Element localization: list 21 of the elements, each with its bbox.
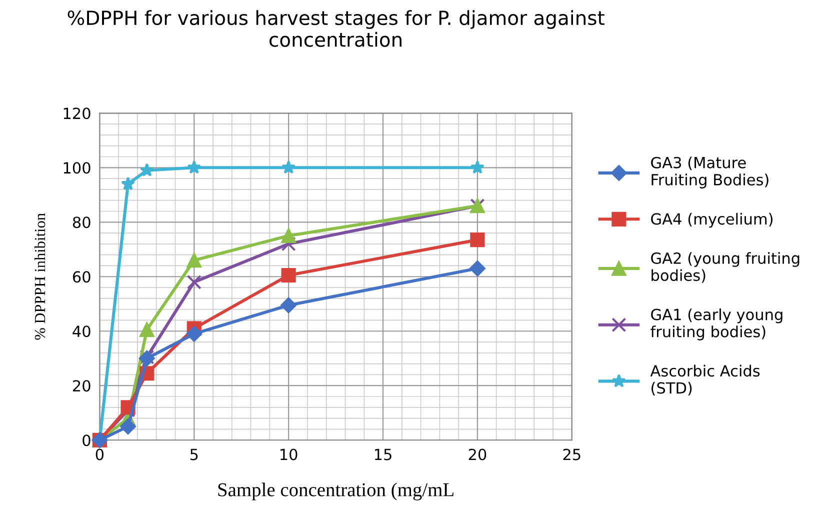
y-tick-label: 20	[73, 380, 90, 392]
legend-label: GA2 (young fruiting bodies)	[651, 252, 800, 283]
y-tick-label: 0	[82, 434, 90, 446]
y-tick-label: 80	[72, 216, 90, 228]
legend-label: GA4 (mycelium)	[651, 212, 772, 228]
y-tick-label: 120	[64, 108, 90, 120]
chart-title: %DPPH for various harvest stages for P. djamor against concentration	[68, 10, 604, 47]
x-axis-title: Sample concentration (mg/mL	[218, 482, 454, 500]
x-tick-label: 5	[190, 448, 198, 460]
y-axis-title: % DPPPH inhibition	[34, 213, 46, 340]
x-tick-label: 0	[96, 448, 104, 460]
x-tick-label: 10	[280, 448, 298, 460]
legend-label: GA3 (Mature Fruiting Bodies)	[651, 156, 768, 188]
y-tick-label: 100	[64, 162, 90, 174]
legend-label: GA1 (early young fruiting bodies)	[650, 308, 782, 340]
x-tick-label: 25	[563, 448, 580, 460]
y-tick-label: 60	[72, 271, 90, 283]
y-tick-label: 40	[72, 326, 90, 338]
x-tick-label: 20	[468, 448, 486, 460]
x-tick-label: 15	[374, 448, 392, 460]
legend-label: Ascorbic Acids (STD)	[650, 364, 760, 396]
